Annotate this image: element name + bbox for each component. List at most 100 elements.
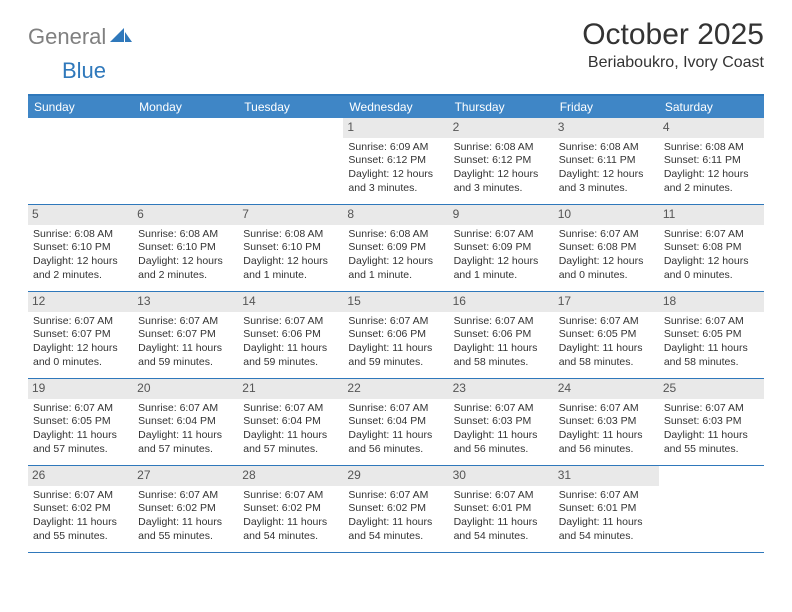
day-info-line: and 54 minutes. bbox=[454, 530, 549, 544]
day-info-line: Sunset: 6:08 PM bbox=[559, 241, 654, 255]
day-info-line: and 59 minutes. bbox=[348, 356, 443, 370]
day-info: Sunrise: 6:07 AMSunset: 6:07 PMDaylight:… bbox=[32, 315, 129, 370]
day-cell: 20Sunrise: 6:07 AMSunset: 6:04 PMDayligh… bbox=[133, 379, 238, 465]
day-info-line: Sunset: 6:04 PM bbox=[138, 415, 233, 429]
day-info-line: Sunrise: 6:07 AM bbox=[559, 402, 654, 416]
day-info-line: Sunset: 6:05 PM bbox=[664, 328, 759, 342]
day-info: Sunrise: 6:08 AMSunset: 6:11 PMDaylight:… bbox=[558, 141, 655, 196]
day-cell: 8 Sunrise: 6:08 AMSunset: 6:09 PMDaylight… bbox=[343, 205, 448, 291]
day-info-line: Daylight: 12 hours bbox=[243, 255, 338, 269]
day-cell: 12Sunrise: 6:07 AMSunset: 6:07 PMDayligh… bbox=[28, 292, 133, 378]
day-cell: 5Sunrise: 6:08 AMSunset: 6:10 PMDaylight… bbox=[28, 205, 133, 291]
day-info: Sunrise: 6:07 AMSunset: 6:06 PMDaylight:… bbox=[453, 315, 550, 370]
day-info: Sunrise: 6:08 AMSunset: 6:11 PMDaylight:… bbox=[663, 141, 760, 196]
day-info-line: and 59 minutes. bbox=[138, 356, 233, 370]
day-info-line: and 2 minutes. bbox=[138, 269, 233, 283]
dow-cell: Sunday bbox=[28, 96, 133, 118]
day-info-line: and 55 minutes. bbox=[138, 530, 233, 544]
day-number: 8 bbox=[343, 205, 448, 225]
week-row: 19 Sunrise: 6:07 AMSunset: 6:05 PMDayligh… bbox=[28, 379, 764, 466]
day-info-line: Daylight: 11 hours bbox=[138, 516, 233, 530]
day-cell: 15Sunrise: 6:07 AMSunset: 6:06 PMDayligh… bbox=[343, 292, 448, 378]
day-info: Sunrise: 6:07 AMSunset: 6:03 PMDaylight:… bbox=[453, 402, 550, 457]
day-cell: 31Sunrise: 6:07 AMSunset: 6:01 PMDayligh… bbox=[554, 466, 659, 552]
day-number: 23 bbox=[449, 379, 554, 399]
location-label: Beriaboukro, Ivory Coast bbox=[582, 54, 764, 72]
week-row: 5Sunrise: 6:08 AMSunset: 6:10 PMDaylight… bbox=[28, 205, 764, 292]
day-info-line: and 57 minutes. bbox=[138, 443, 233, 457]
title-block: October 2025 Beriaboukro, Ivory Coast bbox=[582, 18, 764, 72]
day-info-line: and 57 minutes. bbox=[243, 443, 338, 457]
day-number: 27 bbox=[133, 466, 238, 486]
day-cell: 21Sunrise: 6:07 AMSunset: 6:04 PMDayligh… bbox=[238, 379, 343, 465]
day-info: Sunrise: 6:08 AMSunset: 6:10 PMDaylight:… bbox=[137, 228, 234, 283]
day-info-line: Sunset: 6:10 PM bbox=[138, 241, 233, 255]
day-info-line: Daylight: 11 hours bbox=[243, 516, 338, 530]
day-info-line: Sunrise: 6:07 AM bbox=[559, 228, 654, 242]
day-info-line: Sunrise: 6:07 AM bbox=[664, 402, 759, 416]
day-info-line: Sunrise: 6:08 AM bbox=[664, 141, 759, 155]
day-info-line: Sunset: 6:06 PM bbox=[454, 328, 549, 342]
day-info-line: Daylight: 11 hours bbox=[138, 429, 233, 443]
day-info-line: Sunset: 6:11 PM bbox=[664, 154, 759, 168]
day-info-line: Sunset: 6:04 PM bbox=[348, 415, 443, 429]
day-info: Sunrise: 6:08 AMSunset: 6:09 PMDaylight:… bbox=[347, 228, 444, 283]
day-info-line: Sunrise: 6:08 AM bbox=[454, 141, 549, 155]
day-info-line: Sunset: 6:02 PM bbox=[348, 502, 443, 516]
day-info-line: Sunrise: 6:08 AM bbox=[33, 228, 128, 242]
day-number: 25 bbox=[659, 379, 764, 399]
day-cell: 2Sunrise: 6:08 AMSunset: 6:12 PMDaylight… bbox=[449, 118, 554, 204]
day-cell: 1Sunrise: 6:09 AMSunset: 6:12 PMDaylight… bbox=[343, 118, 448, 204]
day-number: 29 bbox=[343, 466, 448, 486]
day-info-line: Sunrise: 6:07 AM bbox=[138, 489, 233, 503]
day-info: Sunrise: 6:07 AMSunset: 6:06 PMDaylight:… bbox=[242, 315, 339, 370]
day-info-line: and 58 minutes. bbox=[454, 356, 549, 370]
day-info-line: Sunset: 6:09 PM bbox=[348, 241, 443, 255]
day-number: 7 bbox=[238, 205, 343, 225]
day-info-line: Sunset: 6:02 PM bbox=[138, 502, 233, 516]
day-cell: 27 Sunrise: 6:07 AMSunset: 6:02 PMDayligh… bbox=[133, 466, 238, 552]
day-info-line: Daylight: 12 hours bbox=[559, 255, 654, 269]
day-info-line: Sunrise: 6:08 AM bbox=[243, 228, 338, 242]
day-info-line: and 0 minutes. bbox=[559, 269, 654, 283]
day-cell bbox=[659, 466, 764, 552]
day-cell: 23 Sunrise: 6:07 AMSunset: 6:03 PMDayligh… bbox=[449, 379, 554, 465]
day-info: Sunrise: 6:07 AMSunset: 6:05 PMDaylight:… bbox=[663, 315, 760, 370]
day-info-line: Sunrise: 6:07 AM bbox=[454, 402, 549, 416]
day-info: Sunrise: 6:07 AMSunset: 6:02 PMDaylight:… bbox=[137, 489, 234, 544]
day-number: 9 bbox=[449, 205, 554, 225]
day-info: Sunrise: 6:08 AMSunset: 6:12 PMDaylight:… bbox=[453, 141, 550, 196]
day-info-line: Daylight: 11 hours bbox=[243, 342, 338, 356]
day-info: Sunrise: 6:07 AMSunset: 6:05 PMDaylight:… bbox=[32, 402, 129, 457]
day-cell bbox=[238, 118, 343, 204]
day-info-line: and 56 minutes. bbox=[454, 443, 549, 457]
day-number: 24 bbox=[554, 379, 659, 399]
day-info-line: Sunset: 6:03 PM bbox=[454, 415, 549, 429]
day-info-line: Sunset: 6:01 PM bbox=[454, 502, 549, 516]
day-info-line: Daylight: 11 hours bbox=[664, 429, 759, 443]
dow-cell: Tuesday bbox=[238, 96, 343, 118]
day-info-line: Sunset: 6:07 PM bbox=[138, 328, 233, 342]
day-info-line: and 0 minutes. bbox=[33, 356, 128, 370]
day-info-line: Sunrise: 6:07 AM bbox=[559, 315, 654, 329]
day-cell: 25 Sunrise: 6:07 AMSunset: 6:03 PMDayligh… bbox=[659, 379, 764, 465]
week-row: 1Sunrise: 6:09 AMSunset: 6:12 PMDaylight… bbox=[28, 118, 764, 205]
day-info-line: and 1 minute. bbox=[454, 269, 549, 283]
day-info: Sunrise: 6:07 AMSunset: 6:01 PMDaylight:… bbox=[453, 489, 550, 544]
day-number: 19 bbox=[28, 379, 133, 399]
day-cell: 26Sunrise: 6:07 AMSunset: 6:02 PMDayligh… bbox=[28, 466, 133, 552]
day-number: 16 bbox=[449, 292, 554, 312]
calendar-grid: SundayMondayTuesdayWednesdayThursdayFrid… bbox=[28, 94, 764, 553]
day-cell: 10Sunrise: 6:07 AMSunset: 6:08 PMDayligh… bbox=[554, 205, 659, 291]
day-info-line: Sunset: 6:12 PM bbox=[454, 154, 549, 168]
day-cell: 6Sunrise: 6:08 AMSunset: 6:10 PMDaylight… bbox=[133, 205, 238, 291]
day-number: 5 bbox=[28, 205, 133, 225]
day-number: 21 bbox=[238, 379, 343, 399]
day-info-line: Sunset: 6:03 PM bbox=[664, 415, 759, 429]
day-info-line: Sunrise: 6:07 AM bbox=[138, 402, 233, 416]
day-info-line: Daylight: 11 hours bbox=[33, 429, 128, 443]
day-number: 22 bbox=[343, 379, 448, 399]
day-info-line: Sunrise: 6:07 AM bbox=[348, 402, 443, 416]
day-info: Sunrise: 6:08 AMSunset: 6:10 PMDaylight:… bbox=[242, 228, 339, 283]
day-cell bbox=[28, 118, 133, 204]
